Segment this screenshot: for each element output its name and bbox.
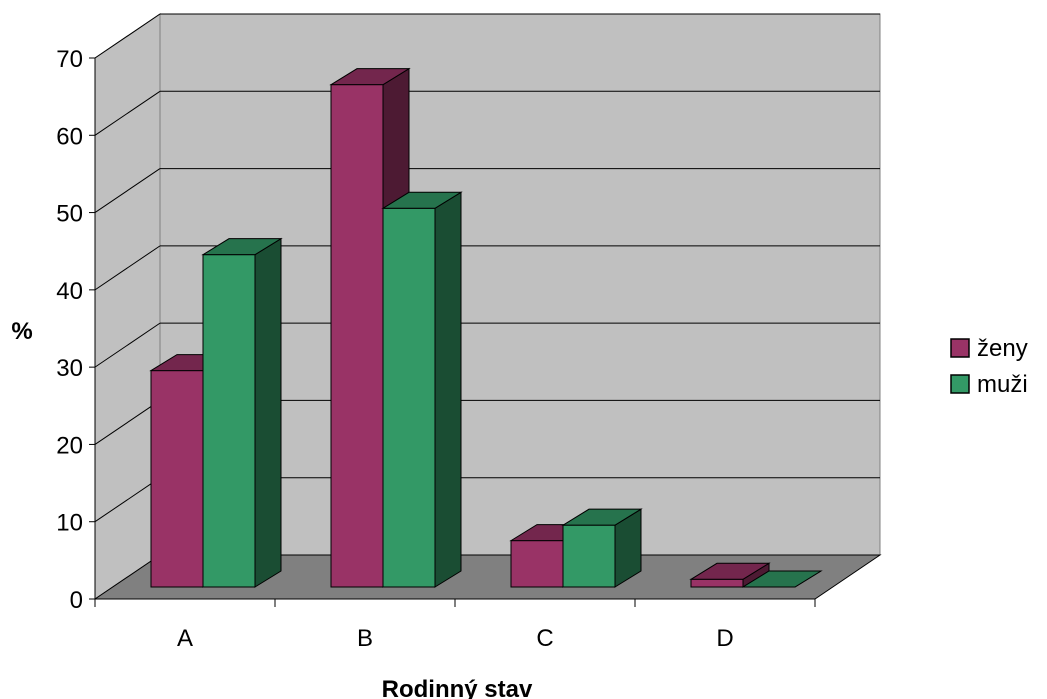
gridline-left (94, 400, 161, 445)
bar-top (329, 68, 411, 86)
y-axis-title: % (11, 318, 32, 345)
x-tick-label: D (716, 625, 733, 652)
y-tick-label: 60 (56, 123, 83, 150)
bar-top (201, 238, 283, 256)
bar-top (741, 570, 823, 588)
gridline-left (94, 245, 161, 291)
bar-side (434, 191, 462, 588)
bars (149, 67, 823, 588)
legend-swatch (950, 338, 970, 358)
x-tick-label: C (536, 625, 553, 652)
y-tick-label: 70 (56, 46, 83, 73)
y-tick-label: 50 (56, 201, 83, 228)
gridline-left (94, 322, 161, 368)
legend-label: muži (977, 371, 1028, 398)
gridline-left (94, 13, 161, 59)
bar-front (382, 207, 436, 588)
left-wall (94, 13, 161, 600)
bar-front (562, 524, 616, 588)
legend-label: ženy (977, 335, 1028, 362)
bar-front (510, 540, 564, 588)
gridline-left (94, 477, 161, 523)
y-tick-label: 0 (70, 587, 83, 614)
bar-front (202, 254, 256, 588)
y-tick-label: 20 (56, 432, 83, 459)
bar-top (381, 191, 463, 209)
y-tick-label: 40 (56, 278, 83, 305)
legend: ženy muži (950, 335, 1028, 398)
bar-top (689, 562, 771, 580)
bar-top (561, 508, 643, 526)
y-tick-label: 30 (56, 355, 83, 382)
bar-side (254, 237, 282, 588)
x-tick-label: A (177, 625, 193, 652)
bar-front (690, 578, 744, 588)
bar-front (330, 84, 384, 588)
x-axis-title: Rodinný stav (382, 676, 533, 699)
y-tick-label: 10 (56, 510, 83, 537)
x-tick-labels: A B C D (177, 625, 734, 652)
legend-swatch (950, 374, 970, 394)
bar-front (150, 370, 204, 588)
gridline-left (94, 90, 161, 136)
y-tick-labels: 0 10 20 30 40 50 60 70 (56, 46, 83, 614)
gridline-left (94, 168, 161, 213)
axes (89, 57, 816, 607)
x-tick-label: B (357, 625, 373, 652)
